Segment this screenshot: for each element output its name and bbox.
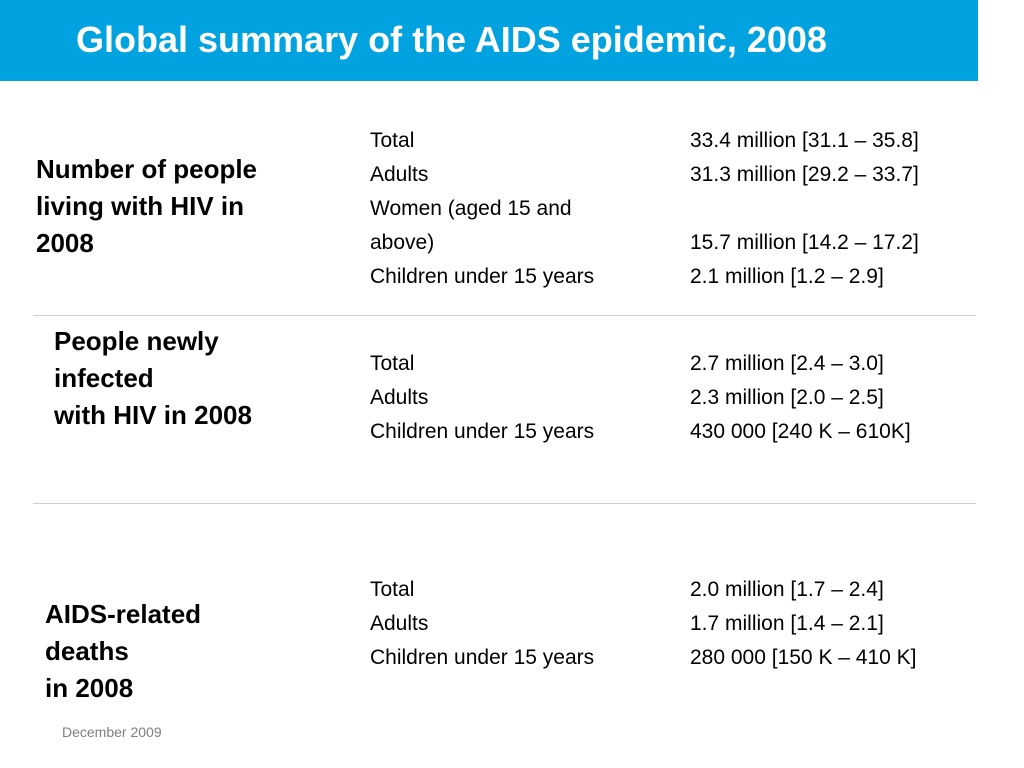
row-label: Women (aged 15 and [370, 197, 572, 220]
row-label: Children under 15 years [370, 265, 595, 288]
row-value: 2.0 million [1.7 – 2.4] [690, 578, 884, 601]
row-value [690, 192, 919, 226]
section-heading: People newly infected with HIV in 2008 [54, 326, 252, 430]
footer-date: December 2009 [62, 724, 162, 740]
row-value: 2.7 million [2.4 – 3.0] [690, 352, 884, 375]
row-label: Adults [370, 612, 429, 635]
row-label: Adults [370, 386, 429, 409]
value-column: 2.0 million [1.7 – 2.4] 1.7 million [1.4… [690, 573, 917, 675]
section-heading: Number of people living with HIV in 2008 [36, 154, 258, 258]
divider [33, 315, 976, 316]
row-value: 31.3 million [29.2 – 33.7] [690, 163, 919, 186]
row-label: Children under 15 years [370, 420, 595, 443]
section-heading: AIDS-related deaths in 2008 [45, 599, 202, 703]
row-label: Adults [370, 163, 429, 186]
title-bar: Global summary of the AIDS epidemic, 200… [0, 0, 978, 81]
row-label: Children under 15 years [370, 646, 595, 669]
row-label: Total [370, 578, 415, 601]
row-value: 15.7 million [14.2 – 17.2] [690, 231, 919, 254]
row-value: 2.3 million [2.0 – 2.5] [690, 386, 884, 409]
value-column: 2.7 million [2.4 – 3.0] 2.3 million [2.0… [690, 347, 911, 449]
value-column: 33.4 million [31.1 – 35.8] 31.3 million … [690, 124, 919, 294]
row-label: above) [370, 231, 435, 254]
row-value: 2.1 million [1.2 – 2.9] [690, 265, 884, 288]
label-column: Total Adults Children under 15 years [370, 573, 594, 675]
row-value: 430 000 [240 K – 610K] [690, 420, 911, 443]
label-column: Total Adults Children under 15 years [370, 347, 594, 449]
row-label: Total [370, 352, 415, 375]
row-label: Total [370, 129, 415, 152]
row-value: 1.7 million [1.4 – 2.1] [690, 612, 884, 635]
label-column: Total Adults Women (aged 15 and above) C… [370, 124, 594, 294]
row-value: 33.4 million [31.1 – 35.8] [690, 129, 919, 152]
divider [33, 503, 976, 504]
row-value: 280 000 [150 K – 410 K] [690, 646, 917, 669]
slide-title: Global summary of the AIDS epidemic, 200… [76, 19, 827, 60]
